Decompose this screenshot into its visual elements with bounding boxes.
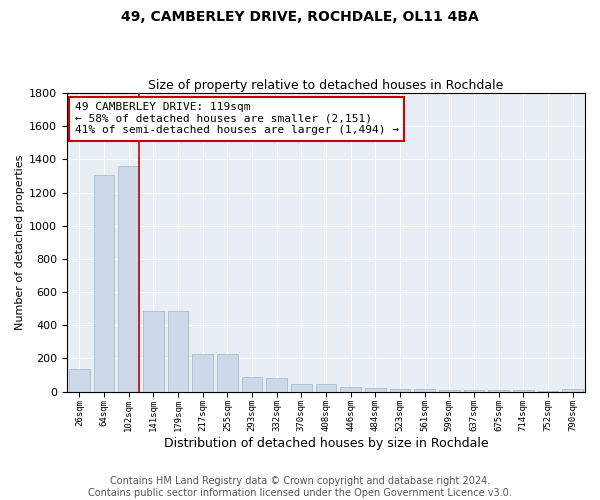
Bar [291, 384, 312, 392]
Bar [143, 310, 164, 392]
Bar [365, 388, 386, 392]
Bar [167, 311, 188, 392]
Text: 49 CAMBERLEY DRIVE: 119sqm
← 58% of detached houses are smaller (2,151)
41% of s: 49 CAMBERLEY DRIVE: 119sqm ← 58% of deta… [75, 102, 399, 136]
Bar [316, 384, 337, 392]
Bar [538, 390, 559, 392]
Bar [94, 175, 115, 392]
Y-axis label: Number of detached properties: Number of detached properties [15, 154, 25, 330]
Bar [488, 390, 509, 392]
Bar [562, 389, 583, 392]
Text: Contains HM Land Registry data © Crown copyright and database right 2024.
Contai: Contains HM Land Registry data © Crown c… [88, 476, 512, 498]
Bar [192, 354, 213, 392]
Bar [266, 378, 287, 392]
Bar [69, 368, 90, 392]
Bar [340, 388, 361, 392]
Bar [389, 388, 410, 392]
Bar [439, 390, 460, 392]
Bar [242, 378, 262, 392]
Bar [513, 390, 534, 392]
Bar [217, 354, 238, 392]
Bar [464, 390, 484, 392]
X-axis label: Distribution of detached houses by size in Rochdale: Distribution of detached houses by size … [164, 437, 488, 450]
Bar [118, 166, 139, 392]
Title: Size of property relative to detached houses in Rochdale: Size of property relative to detached ho… [148, 79, 503, 92]
Bar [414, 389, 435, 392]
Text: 49, CAMBERLEY DRIVE, ROCHDALE, OL11 4BA: 49, CAMBERLEY DRIVE, ROCHDALE, OL11 4BA [121, 10, 479, 24]
